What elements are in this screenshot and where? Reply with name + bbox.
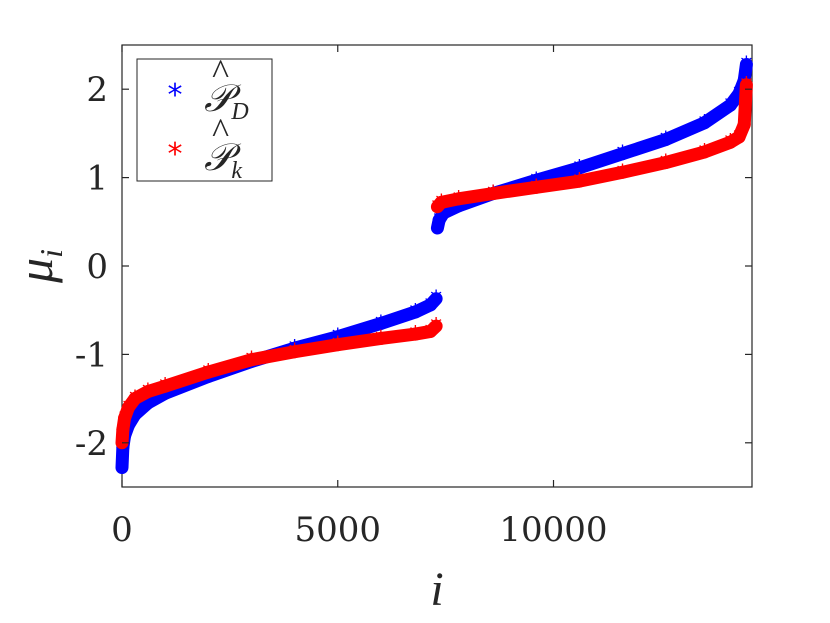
series-k-point: *: [142, 379, 154, 407]
series-k-point: *: [375, 325, 387, 353]
series-D-band: [331, 316, 388, 344]
series-k-point: *: [129, 386, 141, 414]
series-k-point: *: [202, 359, 214, 387]
series-D-point: *: [433, 207, 445, 235]
series-D-point: *: [116, 455, 128, 483]
series-k-point: *: [117, 417, 129, 445]
series-D-band: [529, 161, 586, 187]
series-D-band: [424, 292, 443, 312]
series-k-point: *: [430, 313, 442, 341]
legend-box: [136, 58, 273, 182]
series-k-point: *: [699, 139, 711, 167]
series-k-point: *: [425, 318, 437, 346]
series-k-band: [616, 156, 673, 179]
legend-hat-pd: ^: [211, 52, 229, 92]
legend-label-pd-sub: D: [230, 99, 248, 125]
series-D-point: *: [430, 286, 442, 314]
y-axis-label-main: μ: [7, 258, 63, 284]
series-D-point: *: [724, 92, 736, 120]
series-k-band: [201, 353, 258, 379]
series-k: ***** * ** * * * * * **** * * * * * * * ****: [115, 72, 753, 458]
series-k-point: *: [573, 168, 585, 196]
series-k-band: [659, 145, 712, 170]
series-D-band: [737, 57, 753, 87]
series-k-point: *: [409, 321, 421, 349]
series-k-band: [331, 331, 388, 352]
series-D-band: [616, 133, 673, 161]
series-D-point: *: [617, 141, 629, 169]
series-k-point: *: [453, 186, 465, 214]
series-k-point: *: [487, 181, 499, 209]
series-k-point: *: [116, 430, 128, 458]
series-D-point: *: [425, 292, 437, 320]
y-tick-label: 2: [86, 70, 108, 110]
y-tick-label: -2: [75, 424, 108, 464]
series-D-point: *: [699, 110, 711, 138]
y-tick-label: 0: [86, 247, 108, 287]
x-axis-label: i: [430, 563, 443, 616]
series-k-point: *: [617, 159, 629, 187]
series-k-point: *: [245, 347, 257, 375]
plot-area: ** * ** * * ***** ************* * ** * * * * * **** * * *…: [75, 44, 753, 550]
series-k-point: *: [738, 112, 750, 140]
y-tick-label: -1: [75, 335, 108, 375]
series-k-point: *: [122, 394, 134, 422]
series-k-point: *: [289, 339, 301, 367]
series-k-point: *: [159, 373, 171, 401]
legend-marker-pd: *: [168, 78, 183, 113]
legend-hat-pk: ^: [211, 111, 229, 151]
series-D-point: *: [660, 127, 672, 155]
series-k-band: [288, 338, 345, 359]
series-D-band: [572, 147, 630, 175]
series-D-point: *: [431, 215, 443, 243]
series-k-band: [529, 174, 586, 194]
series-k-point: *: [435, 189, 447, 217]
svg-text:μi: μi: [7, 249, 69, 284]
series-k-point: *: [740, 72, 752, 100]
legend-marker-pk: *: [168, 137, 183, 172]
x-tick-label: 0: [111, 510, 133, 550]
series-k-point: *: [724, 129, 736, 157]
series-D-point: *: [740, 51, 752, 79]
series-k-band: [424, 319, 443, 338]
series-D-band: [659, 116, 712, 147]
series-k-point: *: [119, 405, 131, 433]
series-k-point: *: [660, 150, 672, 178]
series-k-band: [486, 180, 543, 201]
y-axis-label: μi: [7, 249, 69, 284]
y-tick-label: 1: [86, 159, 108, 199]
series-k-band: [244, 345, 302, 367]
series-k-band: [737, 78, 753, 132]
series-D-point: *: [375, 310, 387, 338]
x-tick-label: 5000: [294, 510, 381, 550]
y-axis-label-sub: i: [33, 249, 69, 258]
series-k-point: *: [431, 194, 443, 222]
series-k-point: *: [530, 174, 542, 202]
legend: * ^ 𝒫D * ^ 𝒫k: [136, 52, 273, 184]
series-D-point: *: [409, 299, 421, 327]
legend-label-pk-sub: k: [231, 158, 242, 184]
x-tick-label: 10000: [499, 510, 607, 550]
series-k-band: [572, 165, 630, 188]
series-k-band: [158, 365, 215, 393]
series-k-point: *: [332, 332, 344, 360]
series-k-point: *: [733, 124, 745, 152]
ticks-layer: 0 5000 10000 -2 -1 0 1 2: [75, 45, 752, 550]
series-layer: ** * ** * * ***** ************* * ** * * * * * **** * * *…: [115, 51, 753, 483]
